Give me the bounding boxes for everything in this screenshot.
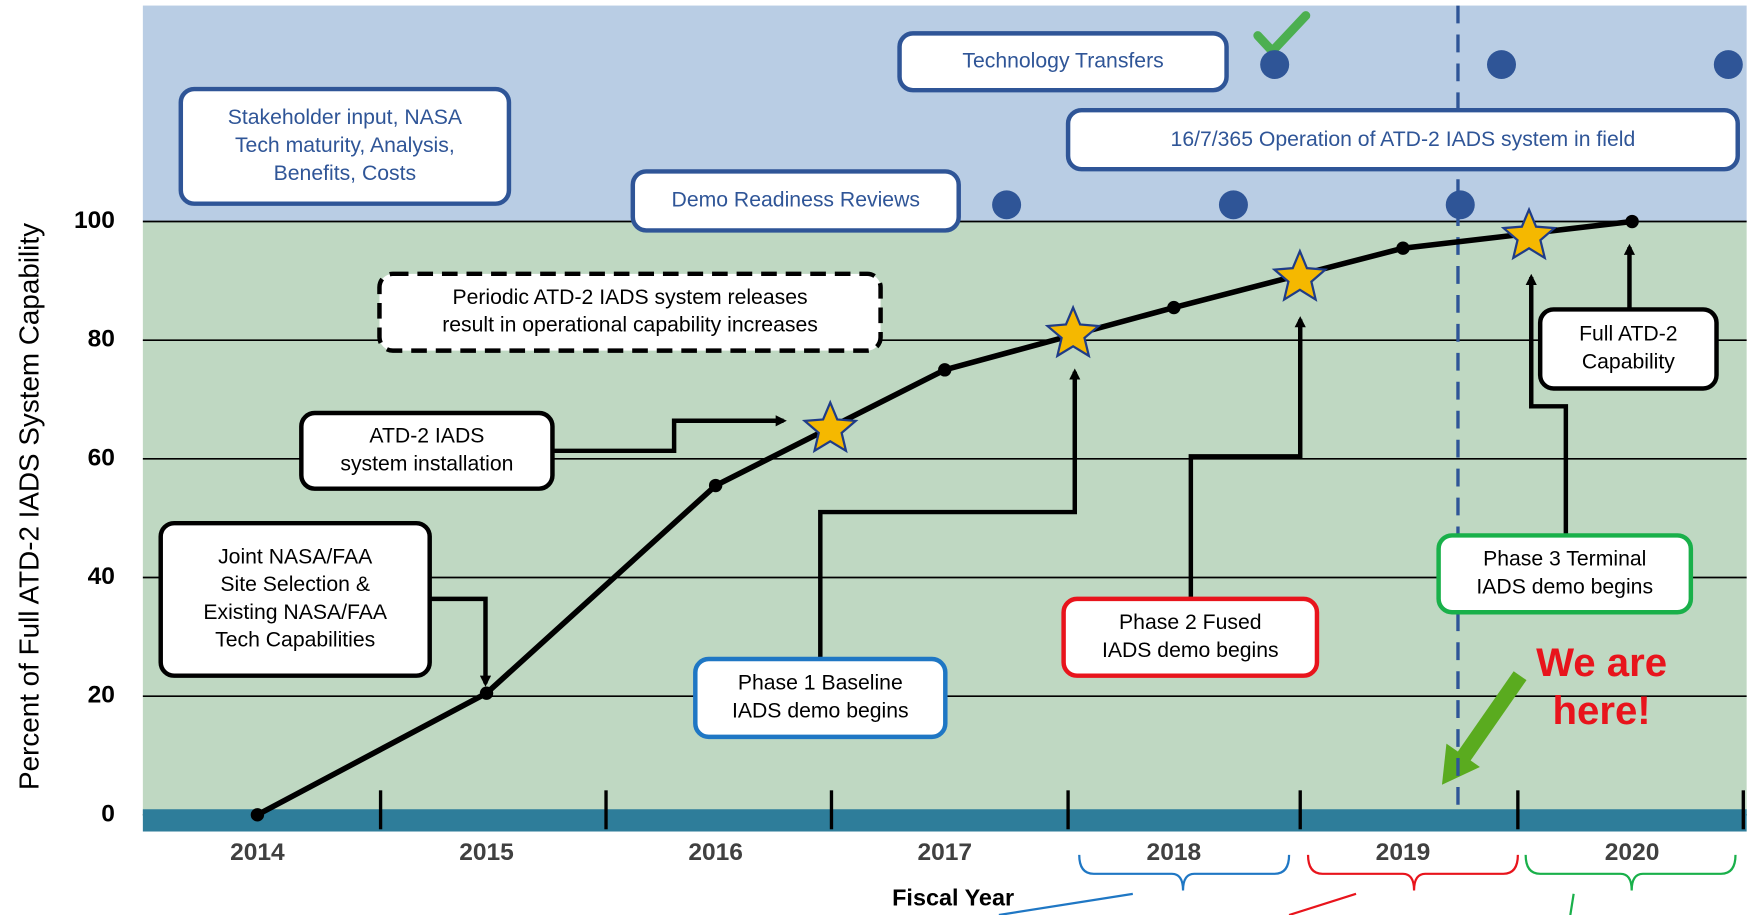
release-star: [1500, 206, 1558, 261]
brace-link: [1288, 892, 1357, 915]
arrow: [429, 596, 492, 687]
milestone-label-box: [630, 169, 961, 233]
annotation-text: Joint NASA/FAA: [218, 545, 373, 568]
timeline-bar: [142, 809, 1747, 832]
here-label: We are: [1536, 640, 1667, 685]
annotation-text: Site Selection &: [220, 573, 370, 596]
y-tick-label: 80: [88, 326, 115, 353]
arrow: [552, 415, 787, 454]
annotation-box: [1537, 307, 1719, 391]
brace-link: [998, 892, 1133, 915]
arrows: [429, 243, 1636, 687]
annotation-text: IADS demo begins: [1102, 639, 1279, 662]
annotation-text: result in operational capability increas…: [442, 314, 818, 337]
x-tick-label: 2014: [230, 839, 285, 866]
annotation-text: Benefits, Costs: [274, 162, 416, 185]
annotation-text: Phase 2 Fused: [1119, 611, 1261, 634]
release-star: [801, 399, 859, 454]
y-tick-label: 40: [88, 563, 115, 590]
arrow: [1525, 273, 1569, 536]
arrow: [1188, 316, 1306, 599]
data-point: [1396, 241, 1410, 255]
annotation-text: Tech maturity, Analysis,: [235, 134, 455, 157]
data-point: [708, 478, 723, 493]
milestone-dot: [1260, 50, 1290, 80]
annotation-box: [1436, 533, 1694, 615]
x-tick-label: 2015: [459, 839, 514, 866]
annotation-text: IADS demo begins: [732, 699, 909, 722]
release-star: [1044, 304, 1102, 359]
here-arrow-shaft: [1455, 671, 1527, 764]
operation-label: 16/7/365 Operation of ATD-2 IADS system …: [1171, 128, 1636, 151]
brace: [1524, 854, 1737, 891]
annotation-box: [299, 410, 555, 491]
release-star: [1271, 248, 1329, 302]
annotation-box: [178, 86, 512, 206]
milestone-label-box: [897, 31, 1229, 93]
brace: [1078, 854, 1291, 891]
data-point: [250, 808, 265, 822]
operation-box: [1065, 107, 1740, 172]
milestone-dot: [1218, 190, 1248, 220]
annotation-box: [1061, 596, 1320, 678]
y-tick-label: 100: [74, 207, 115, 234]
annotation-text: Phase 1 Baseline: [738, 672, 903, 695]
brace-link: [1569, 893, 1575, 915]
annotation-text: Periodic ATD-2 IADS system releases: [452, 286, 807, 309]
annotation-text: IADS demo begins: [1476, 575, 1653, 598]
braces: [998, 854, 1737, 915]
milestone-dot: [1486, 50, 1517, 80]
x-tick-label: 2016: [688, 839, 743, 866]
annotation-text: Tech Capabilities: [215, 629, 375, 652]
y-axis-label: Percent of Full ATD-2 IADS System Capabi…: [14, 223, 45, 790]
here-arrow-head: [1441, 743, 1480, 785]
annotation-text: Existing NASA/FAA: [203, 601, 388, 624]
here-label: here!: [1552, 688, 1650, 733]
x-tick-label: 2020: [1605, 839, 1660, 866]
arrow: [818, 368, 1081, 659]
annotation-text: Capability: [1582, 350, 1675, 373]
y-tick-label: 0: [101, 800, 115, 827]
annotation-text: Stakeholder input, NASA: [228, 106, 463, 129]
annotation-text: ATD-2 IADS: [369, 425, 484, 448]
annotation-box: [377, 271, 883, 353]
annotation-text: Phase 3 Terminal: [1483, 548, 1646, 571]
milestone-dot: [1713, 50, 1743, 80]
data-point: [938, 363, 952, 377]
milestone-dot: [992, 190, 1022, 220]
annotation-text: system installation: [340, 452, 513, 475]
annotation-box: [693, 656, 948, 740]
data-point: [1167, 300, 1181, 315]
x-tick-label: 2019: [1376, 839, 1431, 866]
milestone-label: Technology Transfers: [962, 49, 1163, 72]
y-tick-label: 20: [88, 682, 115, 709]
annotation-text: Full ATD-2: [1579, 323, 1677, 346]
timeline-dividers: [378, 790, 1745, 830]
here-arrow: [1441, 671, 1527, 785]
milestone-label: Demo Readiness Reviews: [672, 189, 920, 212]
brace: [1306, 854, 1519, 891]
milestone-dot: [1445, 190, 1475, 220]
data-point: [479, 686, 494, 700]
data-point: [1625, 214, 1639, 229]
y-tick-label: 60: [88, 444, 115, 471]
x-tick-label: 2017: [917, 839, 972, 866]
x-tick-label: 2018: [1147, 839, 1202, 866]
x-axis-label: Fiscal Year: [892, 885, 1014, 911]
annotation-box: [158, 520, 432, 678]
